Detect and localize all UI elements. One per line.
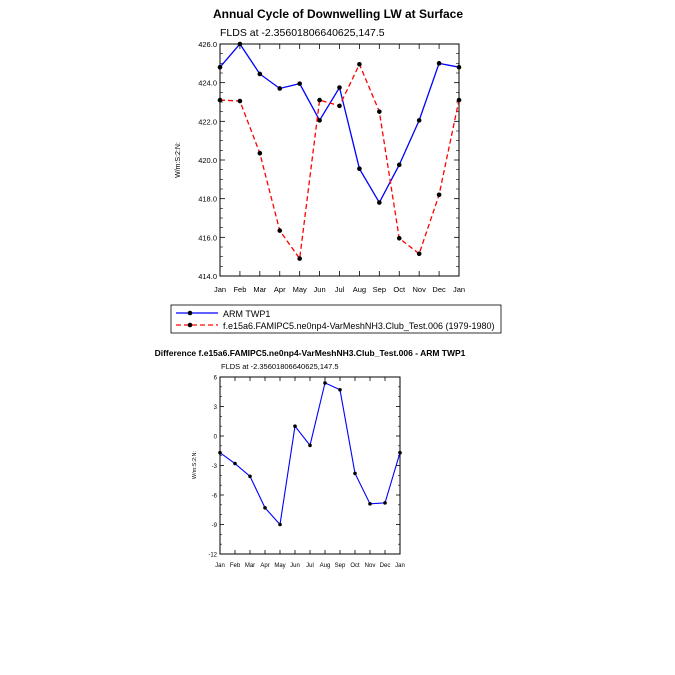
series-0-point: [456, 64, 462, 70]
series-0-point: [263, 505, 267, 510]
y-tick-label: 422.0: [198, 117, 217, 126]
y-tick-label: 424.0: [198, 79, 217, 88]
series-0-point: [248, 474, 252, 479]
x-tick-label: Nov: [412, 285, 426, 294]
series-0-point: [308, 443, 312, 448]
series-0-point: [233, 461, 237, 466]
x-tick-label: Sep: [335, 563, 346, 569]
x-tick-label: Mar: [245, 563, 255, 569]
x-tick-label: Apr: [274, 285, 286, 294]
series-0-point: [218, 450, 222, 455]
chart-subtitle: FLDS at -2.35601806640625,147.5: [220, 27, 385, 39]
series-0-point: [436, 61, 442, 66]
legend-label-model: f.e15a6.FAMIPC5.ne0np4-VarMeshNH3.Club_T…: [223, 321, 495, 331]
y-tick-label: 6: [214, 376, 218, 382]
x-tick-label: Aug: [320, 563, 331, 569]
y-tick-label: 418.0: [198, 195, 217, 204]
x-tick-label: Jan: [215, 563, 225, 569]
x-tick-label: Nov: [365, 563, 376, 569]
x-tick-label: Sep: [373, 285, 386, 294]
series-0-point: [297, 81, 302, 86]
series-1-point: [357, 62, 362, 67]
series-0-point: [217, 64, 223, 70]
legend-box: [170, 304, 502, 334]
series-line-0: [219, 42, 460, 204]
series-line-0: [219, 382, 401, 526]
series-1-point: [217, 97, 223, 103]
x-tick-label: May: [293, 285, 307, 294]
series-1-point: [337, 103, 342, 109]
diff-chart-subtitle: FLDS at -2.35601806640625,147.5: [221, 362, 339, 371]
x-tick-label: Dec: [432, 285, 446, 294]
series-1-point: [436, 192, 442, 198]
series-0-point: [368, 502, 372, 506]
series-0-point: [278, 522, 282, 527]
x-tick-label: Mar: [253, 285, 266, 294]
y-tick-label: -3: [212, 464, 218, 470]
series-0-point: [337, 85, 342, 90]
y-tick-label: 0: [214, 435, 218, 441]
x-tick-label: Jul: [306, 563, 314, 569]
series-0-point: [237, 41, 243, 47]
y-tick-label: 420.0: [198, 156, 217, 165]
series-1-point: [237, 98, 243, 104]
x-tick-label: Jun: [314, 285, 326, 294]
y-tick-label: -6: [212, 494, 218, 500]
y-tick-label: 414.0: [198, 272, 217, 281]
bottom-plot-area: Jan Feb Mar Apr May Jun Jul Aug Sep Oct Nov Dec Jan -…: [208, 376, 405, 570]
diff-y-axis-label: W/m:S:2:N:: [192, 450, 198, 479]
series-1-point: [416, 251, 422, 257]
y-tick-label: -12: [208, 553, 217, 559]
top-plot-area: Jan Feb Mar Apr May Jun Jul Aug Sep Oct Nov Dec Jan 4…: [198, 40, 465, 294]
y-axis-label: W/m:S:2:N:: [175, 142, 182, 178]
series-0-point: [396, 162, 402, 168]
y-tick-label: 426.0: [198, 40, 217, 49]
x-tick-label: Feb: [233, 285, 246, 294]
legend: ARM TWP1 f.e15a6.FAMIPC5.ne0np4-VarMeshN…: [170, 304, 502, 334]
series-0-point: [353, 471, 357, 476]
series-1-point: [456, 97, 462, 103]
series-1-point: [396, 236, 402, 241]
series-0-point: [317, 118, 322, 123]
x-tick-label: Aug: [353, 285, 366, 294]
plot-frame: [219, 376, 401, 555]
series-0-point: [357, 166, 362, 171]
y-tick-label: -9: [212, 523, 218, 529]
y-tick-label: 416.0: [198, 233, 217, 242]
series-0-point: [338, 387, 342, 392]
series-0-point: [277, 86, 283, 91]
legend-marker-1: [187, 322, 193, 328]
series-0-point: [293, 424, 297, 428]
series-0-point: [383, 501, 387, 505]
x-tick-label: Jun: [290, 563, 300, 569]
x-tick-label: Jan: [453, 285, 465, 294]
x-tick-label: Jan: [214, 285, 226, 294]
y-tick-label: 3: [214, 405, 218, 411]
legend-label-arm: ARM TWP1: [223, 309, 270, 319]
series-0-point: [416, 118, 422, 123]
series-1-point: [297, 256, 302, 261]
chart-title: Annual Cycle of Downwelling LW at Surfac…: [213, 7, 463, 21]
series-1-point: [317, 97, 322, 103]
x-tick-label: Feb: [230, 563, 241, 569]
diff-chart-title: Difference f.e15a6.FAMIPC5.ne0np4-VarMes…: [155, 348, 466, 358]
series-0-point: [257, 71, 263, 77]
series-0-point: [323, 381, 327, 385]
x-tick-label: Apr: [260, 563, 269, 569]
series-0-point: [398, 450, 402, 455]
x-tick-label: Jan: [395, 563, 405, 569]
x-tick-label: Jul: [335, 285, 345, 294]
series-0-point: [377, 200, 382, 205]
series-1-point: [277, 228, 283, 233]
series-1-point: [377, 109, 382, 114]
x-tick-label: Oct: [350, 563, 360, 569]
series-1-point: [257, 150, 263, 156]
x-tick-label: May: [274, 563, 285, 569]
x-tick-label: Dec: [380, 563, 391, 569]
series-line-1: [219, 62, 460, 261]
x-tick-label: Oct: [393, 285, 406, 294]
legend-marker-0: [187, 310, 193, 316]
